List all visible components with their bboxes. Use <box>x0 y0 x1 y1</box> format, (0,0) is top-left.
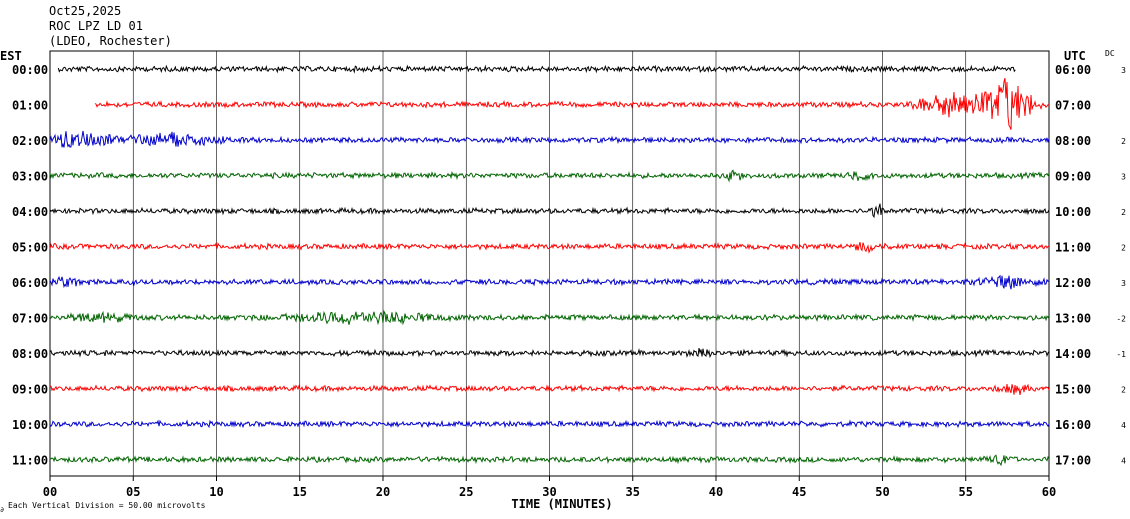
note-symbol: ∂ <box>0 506 4 514</box>
x-tick-label: 15 <box>293 485 307 499</box>
x-tick-label: 55 <box>959 485 973 499</box>
utc-time-label: 16:00 <box>1055 418 1091 432</box>
seismogram-trace <box>49 169 1050 183</box>
x-tick-label: 20 <box>376 485 390 499</box>
utc-time-label: 12:00 <box>1055 276 1091 290</box>
x-tick-label: 40 <box>709 485 723 499</box>
utc-time-label: 06:00 <box>1055 63 1091 77</box>
utc-time-label: 10:00 <box>1055 205 1091 219</box>
est-time-label: 11:00 <box>12 454 48 468</box>
seismogram-trace <box>49 241 1050 254</box>
dc-value: 4 <box>1121 421 1126 430</box>
seismogram-trace <box>49 309 1050 326</box>
dc-value: 2 <box>1121 386 1126 395</box>
seismogram-trace <box>49 419 1050 429</box>
est-time-label: 06:00 <box>12 276 48 290</box>
x-tick-label: 50 <box>875 485 889 499</box>
chart-grid <box>49 50 1050 481</box>
dc-value: 2 <box>1121 137 1126 146</box>
est-time-label: 09:00 <box>12 383 48 397</box>
seismogram-trace <box>57 64 1016 74</box>
x-tick-label: 05 <box>126 485 140 499</box>
x-tick-label: 35 <box>626 485 640 499</box>
seismogram-trace <box>94 77 1050 130</box>
dc-axis-label: DC <box>1105 49 1115 58</box>
date-label: Oct25,2025 <box>49 4 122 18</box>
x-tick-label: 45 <box>792 485 806 499</box>
seismogram-trace <box>49 274 1050 290</box>
est-time-label: 01:00 <box>12 99 48 113</box>
dc-value: -2 <box>1116 315 1126 324</box>
utc-time-label: 11:00 <box>1055 241 1091 255</box>
est-time-label: 07:00 <box>12 312 48 326</box>
seismogram-trace <box>49 347 1050 359</box>
dc-value: 3 <box>1121 173 1126 182</box>
seismogram-trace <box>49 454 1050 467</box>
x-tick-label: 30 <box>542 485 556 499</box>
utc-time-label: 14:00 <box>1055 347 1091 361</box>
dc-value: -1 <box>1116 350 1126 359</box>
est-time-label: 03:00 <box>12 170 48 184</box>
est-time-label: 10:00 <box>12 418 48 432</box>
est-time-label: 05:00 <box>12 241 48 255</box>
dc-value: 3 <box>1121 279 1126 288</box>
dc-value: 2 <box>1121 244 1126 253</box>
seismogram-trace <box>49 383 1050 395</box>
est-axis-label: EST <box>0 49 22 63</box>
chart-labels: 00 05 10 15 20 25 30 35 40 45 50 55 60 EST UTC DC TIME (… <box>0 49 1126 514</box>
x-tick-label: 00 <box>43 485 57 499</box>
utc-time-label: 08:00 <box>1055 134 1091 148</box>
seismogram-traces <box>49 64 1050 467</box>
x-tick-label: 10 <box>209 485 223 499</box>
dc-value: 3 <box>1121 66 1126 75</box>
est-time-label: 08:00 <box>12 347 48 361</box>
seismogram-trace <box>49 203 1050 219</box>
est-time-label: 00:00 <box>12 63 48 77</box>
dc-value: 2 <box>1121 208 1126 217</box>
x-tick-label: 60 <box>1042 485 1056 499</box>
x-tick-label: 25 <box>459 485 473 499</box>
utc-time-label: 17:00 <box>1055 454 1091 468</box>
est-time-label: 02:00 <box>12 134 48 148</box>
utc-time-label: 07:00 <box>1055 99 1091 113</box>
network-label: (LDEO, Rochester) <box>49 34 172 48</box>
utc-time-label: 15:00 <box>1055 383 1091 397</box>
est-time-label: 04:00 <box>12 205 48 219</box>
vertical-division-note: Each Vertical Division = 50.00 microvolt… <box>8 501 206 510</box>
utc-axis-label: UTC <box>1064 49 1086 63</box>
x-axis-title: TIME (MINUTES) <box>511 497 612 511</box>
utc-time-label: 13:00 <box>1055 312 1091 326</box>
utc-time-label: 09:00 <box>1055 170 1091 184</box>
dc-value: 4 <box>1121 457 1126 466</box>
station-label: ROC LPZ LD 01 <box>49 19 143 33</box>
seismogram-trace <box>49 130 1050 148</box>
